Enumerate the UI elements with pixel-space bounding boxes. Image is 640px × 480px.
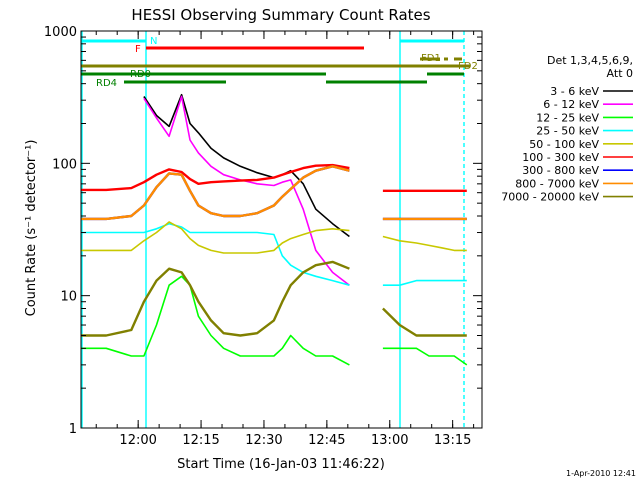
x-tick-label: 12:00: [119, 433, 156, 448]
legend-label: 50 - 100 keV: [529, 138, 599, 151]
annotation-bars: NF RD0 RD4 FD1 FD2: [81, 31, 478, 428]
series-line-9: [81, 260, 467, 337]
annotation-label-n: N: [150, 36, 157, 47]
legend-label: 100 - 300 keV: [522, 151, 599, 164]
axes: 12:00 12:15 12:30 12:45 13:00 13:15 1 10 100 1000: [44, 25, 483, 448]
annotation-label-f: F: [135, 44, 141, 55]
x-tick-label: 13:00: [371, 433, 408, 448]
y-tick-label: 100: [52, 157, 77, 172]
legend-label: 7000 - 20000 keV: [501, 191, 599, 204]
annotation-label-fd1: FD1: [421, 53, 441, 64]
legend-title-line-1: Det 1,3,4,5,6,9,: [547, 54, 633, 67]
series-line-6: [81, 163, 467, 192]
y-tick-label: 1: [69, 422, 77, 437]
series-line-3: [81, 275, 468, 366]
legend-label: 12 - 25 keV: [536, 111, 599, 124]
legend-label: 800 - 7000 keV: [515, 177, 599, 190]
x-tick-label: 12:15: [182, 433, 219, 448]
footer-date: 1-Apr-2010 12:41: [566, 469, 636, 478]
x-tick-label: 12:45: [308, 433, 345, 448]
series-line-4: [81, 222, 467, 286]
legend-label: 3 - 6 keV: [550, 85, 599, 98]
plot-area: [81, 31, 482, 428]
x-axis-label: Start Time (16-Jan-03 11:46:22): [177, 457, 385, 472]
legend-label: 25 - 50 keV: [536, 125, 599, 138]
y-tick-label: 1000: [44, 25, 77, 40]
legend-title-line-2: Att 0: [607, 67, 633, 80]
x-tick-label: 13:15: [434, 433, 471, 448]
annotation-label-fd2: FD2: [458, 61, 478, 72]
x-tick-label: 12:30: [245, 433, 282, 448]
series-line-5: [81, 221, 467, 254]
chart-title: HESSI Observing Summary Count Rates: [131, 6, 430, 24]
legend-label: 6 - 12 keV: [543, 98, 599, 111]
annotation-label-rd0: RD0: [130, 69, 151, 80]
legend-label: 300 - 800 keV: [522, 164, 599, 177]
annotation-label-rd4: RD4: [96, 78, 117, 89]
plot-frame: [80, 30, 483, 429]
series-layer: [81, 93, 468, 366]
y-axis-label: Count Rate (s⁻¹ detector⁻¹): [24, 140, 39, 317]
plot-background: [81, 31, 482, 428]
y-tick-label: 10: [60, 290, 77, 305]
series-line-8: [81, 165, 467, 221]
series-line-1: [143, 93, 350, 238]
